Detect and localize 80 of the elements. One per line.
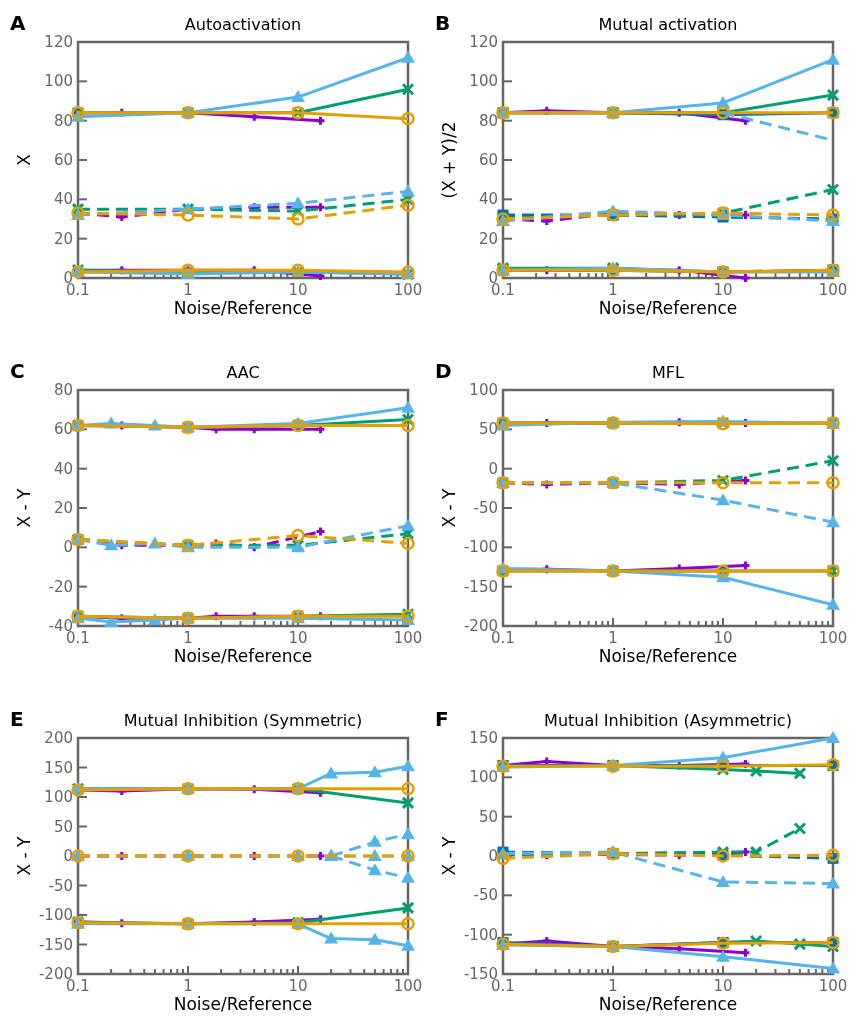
y-tick-label: 0 xyxy=(63,538,73,557)
y-tick-label: 60 xyxy=(53,420,73,439)
y-tick-label: 120 xyxy=(469,33,498,51)
chart-title: Mutual Inhibition (Asymmetric) xyxy=(544,711,792,730)
y-tick-label: 60 xyxy=(478,151,498,169)
y-tick-label: 100 xyxy=(469,381,498,399)
y-tick-label: -150 xyxy=(38,935,73,954)
text: C xyxy=(10,359,25,383)
y-tick-label: 120 xyxy=(44,33,73,51)
y-tick-label: 80 xyxy=(53,111,73,130)
y-tick-label: 80 xyxy=(478,111,498,130)
x-tick-label: 100 xyxy=(818,977,848,995)
x-tick-label: 1 xyxy=(183,629,193,647)
x-tick-label: 100 xyxy=(393,977,423,995)
y-axis-title: X - Y xyxy=(439,487,459,528)
y-tick-label: 100 xyxy=(469,768,498,787)
y-tick-label: 20 xyxy=(53,229,73,248)
y-tick-label: 0 xyxy=(63,847,73,865)
x-tick-label: 1 xyxy=(608,629,618,647)
y-tick-label: 100 xyxy=(44,72,73,91)
y-tick-label: 50 xyxy=(478,420,498,439)
y-tick-label: 0 xyxy=(488,847,498,865)
y-tick-label: 150 xyxy=(469,729,498,747)
text: F xyxy=(435,707,449,731)
y-tick-label: 20 xyxy=(478,229,498,248)
y-tick-label: -50 xyxy=(473,886,498,905)
x-tick-label: 1 xyxy=(183,977,193,995)
x-axis-title: Noise/Reference xyxy=(173,994,313,1014)
y-axis-title: X - Y xyxy=(14,487,34,528)
y-tick-label: -50 xyxy=(473,499,498,517)
x-tick-label: 100 xyxy=(393,281,423,299)
x-axis-title: Noise/Reference xyxy=(173,646,313,666)
chart-title: MFL xyxy=(652,363,685,382)
y-tick-label: 100 xyxy=(469,72,498,91)
y-axis-title: X - Y xyxy=(439,835,459,876)
y-tick-label: 80 xyxy=(53,381,73,399)
x-tick-label: 10 xyxy=(713,629,733,647)
x-axis-title: Noise/Reference xyxy=(598,298,738,318)
x-tick-label: 100 xyxy=(818,281,848,299)
x-tick-label: 1 xyxy=(608,281,618,299)
y-tick-label: 40 xyxy=(53,459,73,478)
y-tick-label: -100 xyxy=(38,906,73,924)
y-tick-label: 150 xyxy=(44,758,73,777)
x-tick-label: 10 xyxy=(288,281,308,299)
x-axis-title: Noise/Reference xyxy=(598,646,738,666)
text: D xyxy=(435,359,452,383)
y-tick-label: 100 xyxy=(44,788,73,806)
y-tick-label: 40 xyxy=(53,190,73,209)
chart-title: Mutual Inhibition (Symmetric) xyxy=(123,711,363,730)
x-tick-label: 100 xyxy=(818,629,848,647)
y-tick-label: -100 xyxy=(463,925,498,944)
y-tick-label: 0 xyxy=(488,459,498,478)
y-tick-label: 50 xyxy=(53,817,73,836)
text: A xyxy=(10,11,26,35)
text: B xyxy=(435,11,451,35)
y-axis-title: (X + Y)/2 xyxy=(439,121,459,199)
y-tick-label: 50 xyxy=(478,807,498,826)
x-tick-label: 1 xyxy=(608,977,618,995)
chart-title: Autoactivation xyxy=(184,15,302,34)
y-tick-label: -100 xyxy=(463,538,498,557)
x-tick-label: 10 xyxy=(713,977,733,995)
y-tick-label: -50 xyxy=(48,876,73,895)
x-tick-label: 10 xyxy=(288,977,308,995)
x-tick-label: 100 xyxy=(393,629,423,647)
y-tick-label: 20 xyxy=(53,499,73,517)
x-tick-label: 10 xyxy=(713,281,733,299)
x-axis-title: Noise/Reference xyxy=(598,994,738,1014)
y-tick-label: 40 xyxy=(478,190,498,209)
y-tick-label: -150 xyxy=(463,577,498,596)
chart-title: Mutual activation xyxy=(598,15,738,34)
x-axis-title: Noise/Reference xyxy=(173,298,313,318)
text: E xyxy=(10,707,24,731)
y-tick-label: 60 xyxy=(53,151,73,169)
y-axis-title: X - Y xyxy=(14,835,34,876)
y-axis-title: X xyxy=(14,153,34,166)
x-tick-label: 10 xyxy=(288,629,308,647)
x-tick-label: 1 xyxy=(183,281,193,299)
chart-title: AAC xyxy=(226,363,260,382)
y-tick-label: -20 xyxy=(48,577,73,596)
y-tick-label: 200 xyxy=(44,729,73,747)
